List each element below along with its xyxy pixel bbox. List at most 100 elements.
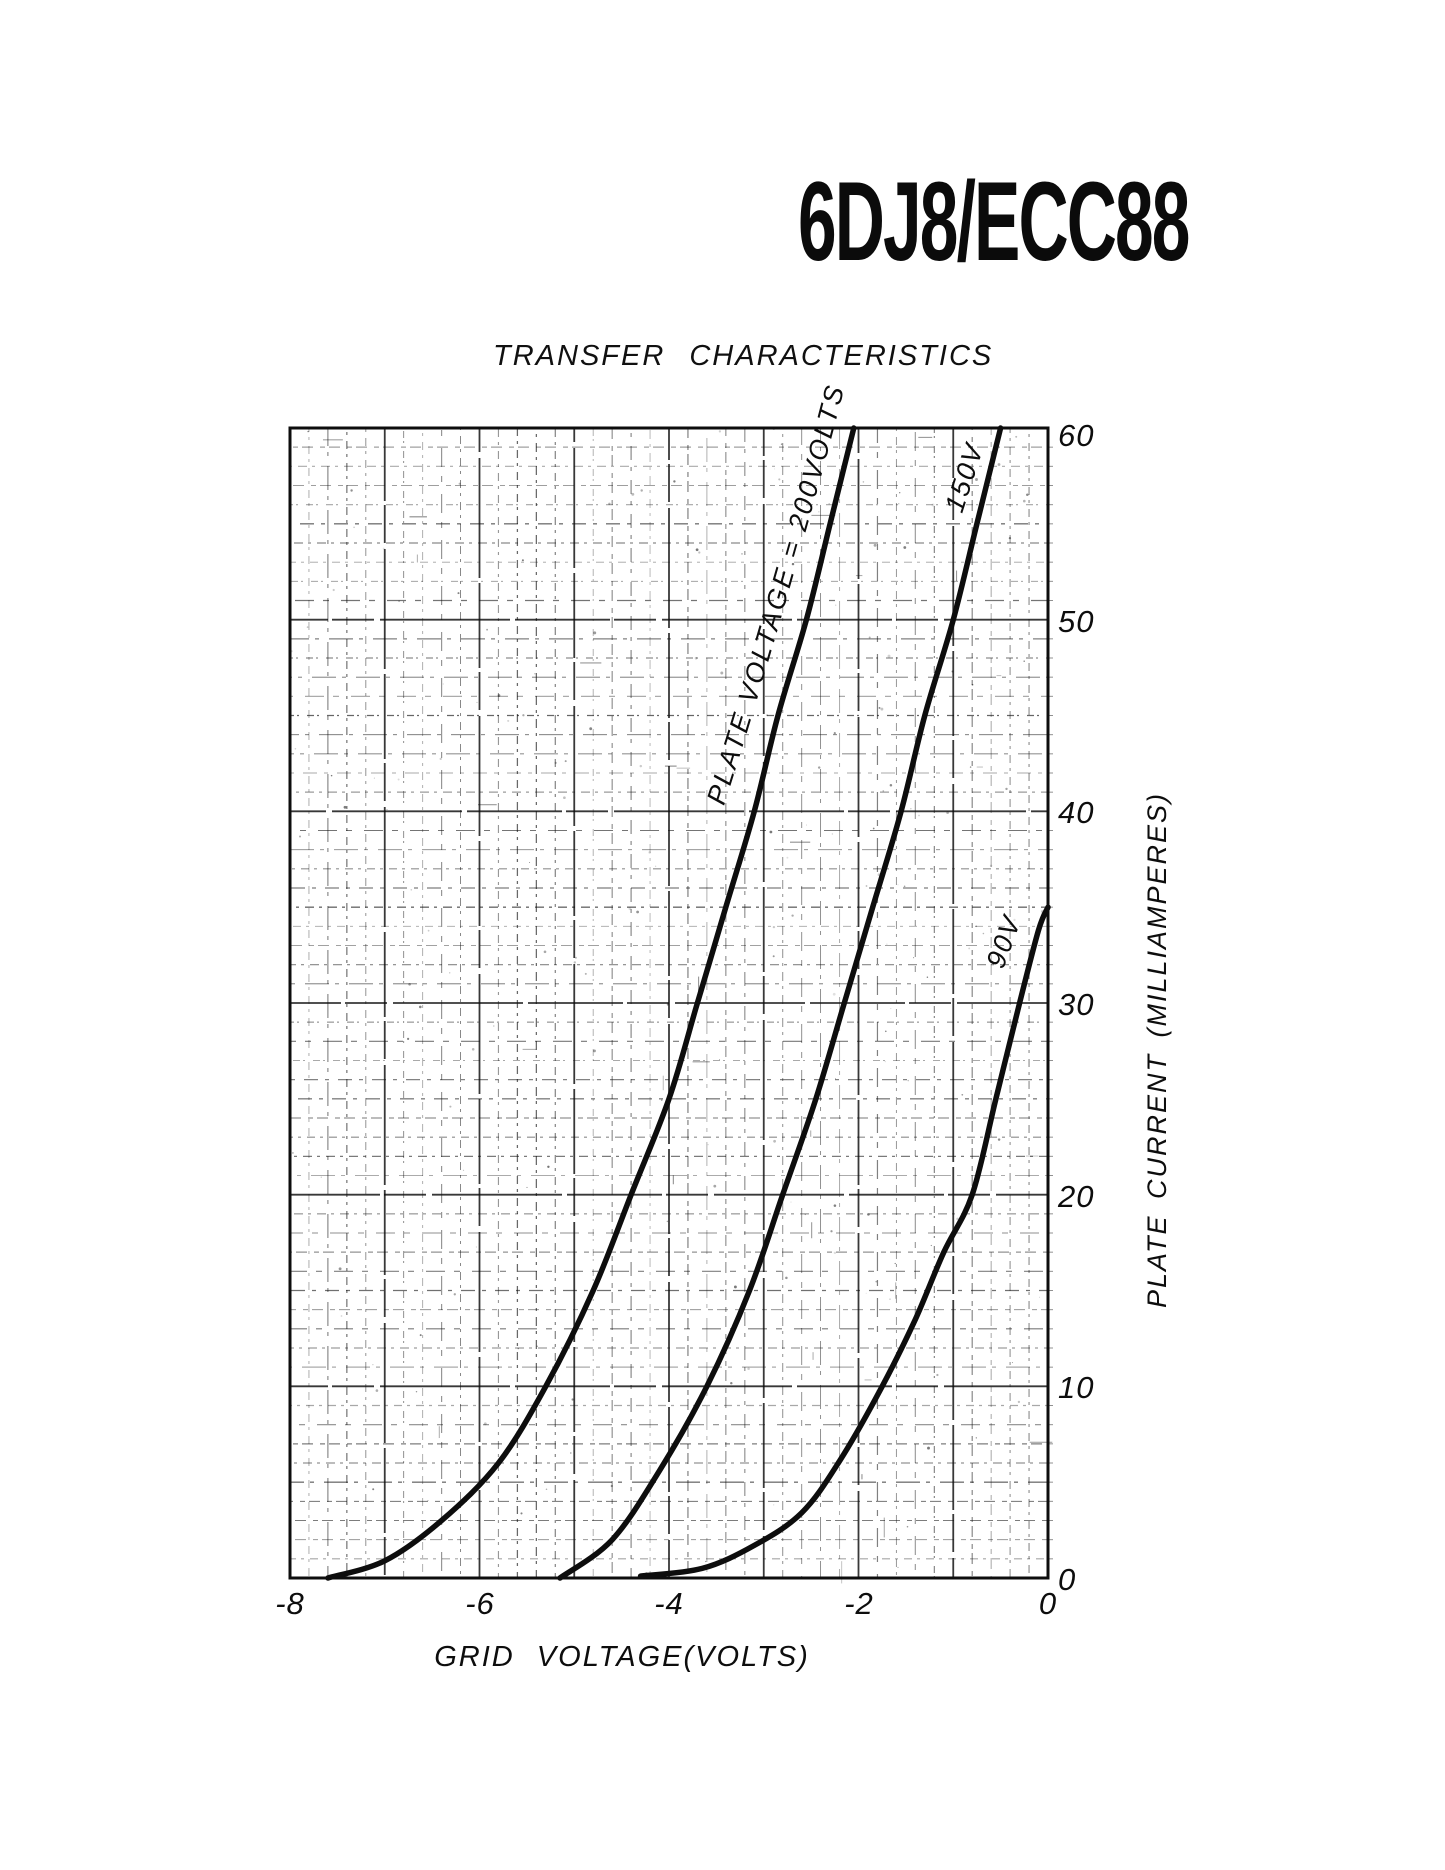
scan-speckle [773,1504,775,1506]
scan-speckle [291,1151,294,1154]
scan-speckle [835,604,837,606]
y-tick-label-60: 60 [1058,418,1094,453]
scan-speckle [1005,787,1008,791]
scan-speckle [517,1347,520,1350]
scan-speckle [427,1499,429,1502]
scan-speckle [694,656,698,660]
scan-speckle [453,1293,456,1296]
scan-speckle [885,1030,887,1033]
scan-speckle [907,1079,909,1082]
scan-speckle [936,1373,939,1377]
scan-speckle [382,547,385,550]
scan-speckle [897,884,899,886]
scan-speckle [828,502,830,505]
scan-speckle [545,1488,548,1491]
scan-speckle [640,489,643,492]
scan-speckle [741,553,743,555]
scan-speckle [875,1280,878,1283]
scan-speckle [343,805,347,809]
scan-speckle [719,1059,721,1061]
scan-speckle [306,626,309,628]
x-tick-label--2: -2 [844,1586,874,1621]
scan-speckle [878,706,881,709]
scan-speckle [483,1422,487,1426]
scan-speckle [408,982,411,986]
scan-speckle [457,592,460,595]
scan-speckle [897,502,900,505]
y-axis-label: PLATE CURRENT (MILLIAMPERES) [1142,792,1172,1308]
plot-border [288,426,1050,1580]
scan-speckle [832,992,836,996]
scan-speckle [698,551,701,554]
scan-speckle [373,777,375,779]
scan-speckle [830,1230,833,1233]
scan-speckle [410,888,413,891]
scan-speckle [880,707,884,711]
scan-speckle [526,1186,528,1188]
scan-speckle [639,764,643,768]
scan-speckle [330,774,333,777]
scan-speckle [529,862,531,863]
scan-speckle [573,961,576,964]
scan-speckle [982,932,985,935]
scan-speckle [628,907,632,911]
scan-speckle [543,950,547,954]
scan-speckle [574,956,577,959]
scan-speckle [648,851,652,854]
scan-speckle [1008,536,1012,540]
scan-speckle [1023,499,1026,503]
scan-speckle [397,778,400,781]
scan-speckle [631,492,635,496]
scan-speckle [705,1560,707,1563]
scan-speckle [1013,918,1016,922]
scan-speckle [584,972,587,975]
y-tick-label-20: 20 [1057,1179,1094,1214]
scan-speckle [889,1298,891,1300]
scan-speckle [610,1484,613,1488]
scan-speckle [520,1512,523,1515]
scan-speckle [780,443,783,445]
curve-150v [557,425,1004,1581]
scan-speckle [407,1037,410,1040]
scan-speckle [320,1176,322,1178]
scan-speckle [1017,1400,1021,1404]
scan-speckle [563,796,566,800]
scan-speckle [660,1099,663,1102]
scan-speckle [833,1204,837,1207]
scan-speckle [889,783,893,787]
scan-speckle [522,714,525,717]
scan-speckle [989,864,993,867]
scan-speckle [718,430,722,433]
scan-speckle [439,757,442,761]
scan-speckle [778,478,781,481]
scan-speckle [952,581,955,584]
scan-speckle [442,683,444,685]
scan-speckle [910,808,912,810]
scan-speckle [720,671,724,675]
scan-speckle [997,1138,1001,1141]
scan-speckle [733,1285,737,1289]
scan-speckle [299,835,301,838]
scan-speckle [493,1025,495,1027]
scan-speckle [899,492,901,494]
scan-speckle [418,1005,422,1009]
scan-speckle [786,856,789,859]
scan-speckle [1015,435,1018,438]
scan-speckle [534,673,536,675]
scan-speckle [547,1165,550,1169]
scan-speckle [554,761,557,765]
scan-speckle [747,1367,750,1370]
scan-speckle [833,1251,837,1255]
scan-speckle [673,480,676,483]
scan-speckle [968,947,971,950]
scan-speckle [608,502,611,506]
scan-speckle [375,1389,379,1392]
scan-speckle [817,766,821,769]
y-tick-label-0: 0 [1058,1562,1076,1597]
scan-speckle [946,811,949,814]
scan-speckle [713,1184,717,1188]
scan-speckle [570,1452,572,1454]
x-tick-label--6: -6 [465,1586,495,1621]
scan-speckle [415,1390,418,1393]
scan-speckle [1026,493,1029,496]
